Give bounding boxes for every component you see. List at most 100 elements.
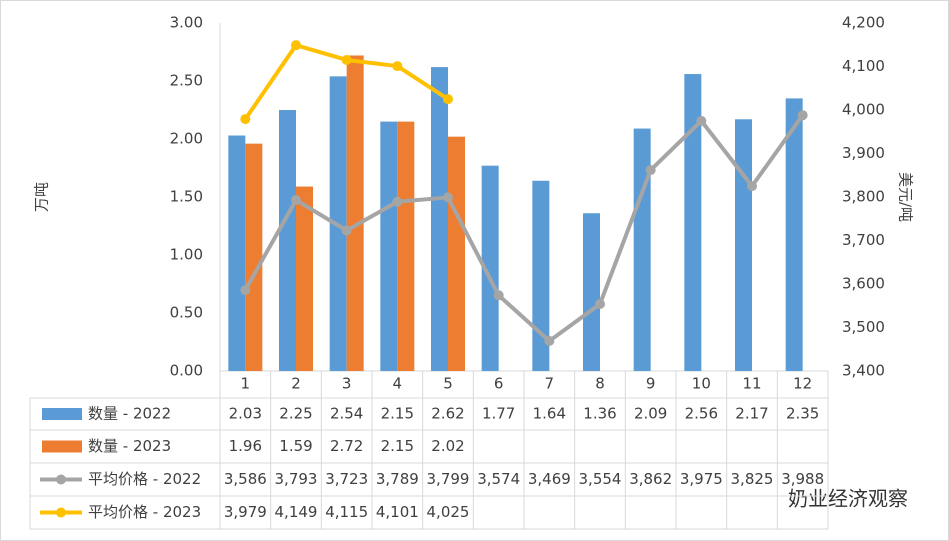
table-value: 4,101 — [376, 503, 419, 521]
table-value: 2.25 — [279, 405, 312, 423]
x-tick-label: 5 — [443, 375, 453, 393]
x-tick-label: 11 — [742, 375, 761, 393]
table-value: 3,469 — [528, 470, 571, 488]
table-value: 2.15 — [381, 437, 414, 455]
line — [243, 114, 805, 343]
table-value: 3,862 — [629, 470, 672, 488]
y-tick-label: 0.00 — [170, 362, 203, 380]
bar — [735, 119, 752, 371]
table-value: 4,149 — [275, 503, 318, 521]
x-tick-label: 9 — [646, 375, 656, 393]
x-tick-label: 4 — [393, 375, 403, 393]
table-value: 3,793 — [275, 470, 318, 488]
y2-tick-label: 3,700 — [842, 231, 885, 249]
table-value: 2.62 — [431, 405, 464, 423]
y2-tick-label: 3,600 — [842, 275, 885, 293]
y2-tick-label: 4,200 — [842, 14, 885, 32]
y-tick-label: 1.00 — [170, 246, 203, 264]
line-point — [240, 114, 251, 125]
x-tick-label: 6 — [494, 375, 504, 393]
y2-tick-label: 3,500 — [842, 318, 885, 336]
bar — [448, 136, 465, 371]
table-value: 1.96 — [229, 437, 262, 455]
line-point — [392, 196, 403, 207]
line-point — [645, 165, 656, 176]
table-value: 1.64 — [533, 405, 566, 423]
bar — [397, 121, 415, 371]
table-value: 2.09 — [634, 405, 667, 423]
x-tick-label: 1 — [241, 375, 251, 393]
bar — [684, 74, 702, 371]
table-value: 2.54 — [330, 405, 363, 423]
legend-label: 平均价格 - 2023 — [88, 503, 201, 521]
line-point — [493, 290, 504, 301]
bar — [228, 135, 246, 371]
x-tick-label: 2 — [291, 375, 301, 393]
bar — [380, 121, 398, 371]
y2-tick-label: 3,800 — [842, 188, 885, 206]
legend-swatch — [42, 440, 82, 453]
table-value: 1.77 — [482, 405, 515, 423]
watermark: 奶业经济观察 — [788, 487, 908, 511]
bar — [431, 67, 448, 371]
legend-marker — [56, 507, 66, 518]
y-tick-label: 2.50 — [170, 72, 203, 90]
bar — [296, 186, 313, 371]
line-point — [696, 115, 707, 126]
line-point — [291, 40, 301, 51]
bar — [785, 98, 803, 372]
table-value: 3,988 — [781, 470, 824, 488]
bar — [481, 165, 499, 371]
bar — [583, 213, 600, 371]
table-value: 2.35 — [786, 405, 819, 423]
line-point — [341, 225, 352, 236]
table-value: 3,574 — [477, 470, 520, 488]
table-value: 2.03 — [229, 405, 262, 423]
line-point — [291, 195, 301, 206]
table-value: 2.72 — [330, 437, 363, 455]
table-value: 1.59 — [279, 437, 312, 455]
line-point — [443, 192, 453, 203]
x-tick-label: 8 — [595, 375, 605, 393]
line-point — [443, 94, 453, 105]
y2-tick-label: 4,100 — [842, 57, 885, 75]
bar — [245, 143, 263, 371]
table-value: 3,586 — [224, 470, 267, 488]
table-value: 3,825 — [731, 470, 774, 488]
table-value: 2.17 — [735, 405, 768, 423]
legend-label: 数量 - 2022 — [88, 405, 171, 423]
x-tick-label: 3 — [342, 375, 352, 393]
y2-tick-label: 3,400 — [842, 362, 885, 380]
y-axis-label: 万吨 — [33, 182, 51, 212]
y-tick-label: 2.00 — [170, 130, 203, 148]
table-value: 3,723 — [325, 470, 368, 488]
line-point — [747, 181, 757, 192]
table-value: 3,789 — [376, 470, 419, 488]
x-tick-label: 7 — [545, 375, 555, 393]
line-point — [240, 285, 251, 296]
table-value: 1.36 — [583, 405, 616, 423]
y-tick-label: 0.50 — [170, 304, 203, 322]
y2-tick-label: 4,000 — [842, 101, 885, 119]
table-value: 2.15 — [381, 405, 414, 423]
table-value: 4,115 — [325, 503, 368, 521]
table-value: 3,975 — [680, 470, 723, 488]
bar — [532, 180, 550, 371]
y2-tick-label: 3,900 — [842, 144, 885, 162]
legend-label: 数量 - 2023 — [88, 437, 171, 455]
table-value: 4,025 — [427, 503, 470, 521]
table-value: 3,799 — [427, 470, 470, 488]
legend-swatch — [42, 408, 82, 420]
legend-label: 平均价格 - 2022 — [88, 470, 201, 488]
table-value: 2.56 — [685, 405, 718, 423]
line-point — [595, 299, 605, 310]
line-point — [544, 335, 555, 346]
y2-axis-label: 美元/吨 — [897, 172, 915, 222]
x-tick-label: 12 — [793, 375, 812, 393]
y-tick-label: 1.50 — [170, 188, 203, 206]
x-tick-label: 10 — [692, 375, 711, 393]
bar — [279, 110, 296, 371]
bar — [633, 128, 651, 371]
